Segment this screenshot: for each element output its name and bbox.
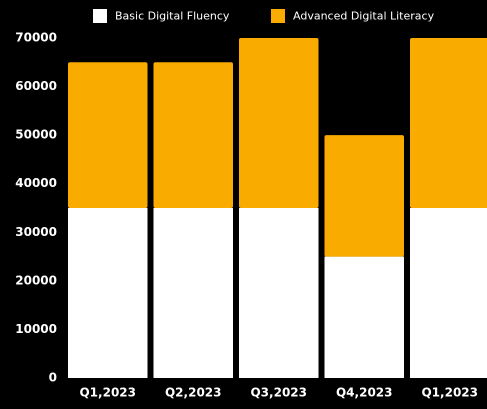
y-tick-label: 10000 [15, 322, 57, 336]
y-tick-label: 60000 [15, 79, 57, 93]
legend-swatch [93, 9, 107, 23]
y-tick-label: 40000 [15, 176, 57, 190]
x-tick-label: Q1,2023 [79, 386, 136, 400]
y-tick-label: 70000 [15, 31, 57, 45]
bar-segment [67, 62, 148, 209]
y-tick-label: 30000 [15, 225, 57, 239]
bar-segment [238, 38, 319, 208]
y-tick-label: 0 [49, 371, 57, 385]
x-tick-label: Q2,2023 [165, 386, 222, 400]
x-tick-label: Q3,2023 [250, 386, 307, 400]
bar-segment [67, 208, 148, 378]
bar-segment [409, 208, 487, 378]
y-tick-label: 20000 [15, 273, 57, 287]
legend-label: Basic Digital Fluency [115, 10, 230, 23]
legend-swatch [271, 9, 285, 23]
bar-segment [324, 256, 405, 378]
bar-segment [153, 62, 234, 209]
bar-segment [238, 208, 319, 378]
x-tick-label: Q1,2023 [421, 386, 478, 400]
x-tick-label: Q4,2023 [336, 386, 393, 400]
bar-segment [409, 38, 487, 208]
y-tick-label: 50000 [15, 128, 57, 142]
bar-segment [153, 208, 234, 378]
legend-label: Advanced Digital Literacy [293, 10, 435, 23]
bar-segment [324, 135, 405, 257]
